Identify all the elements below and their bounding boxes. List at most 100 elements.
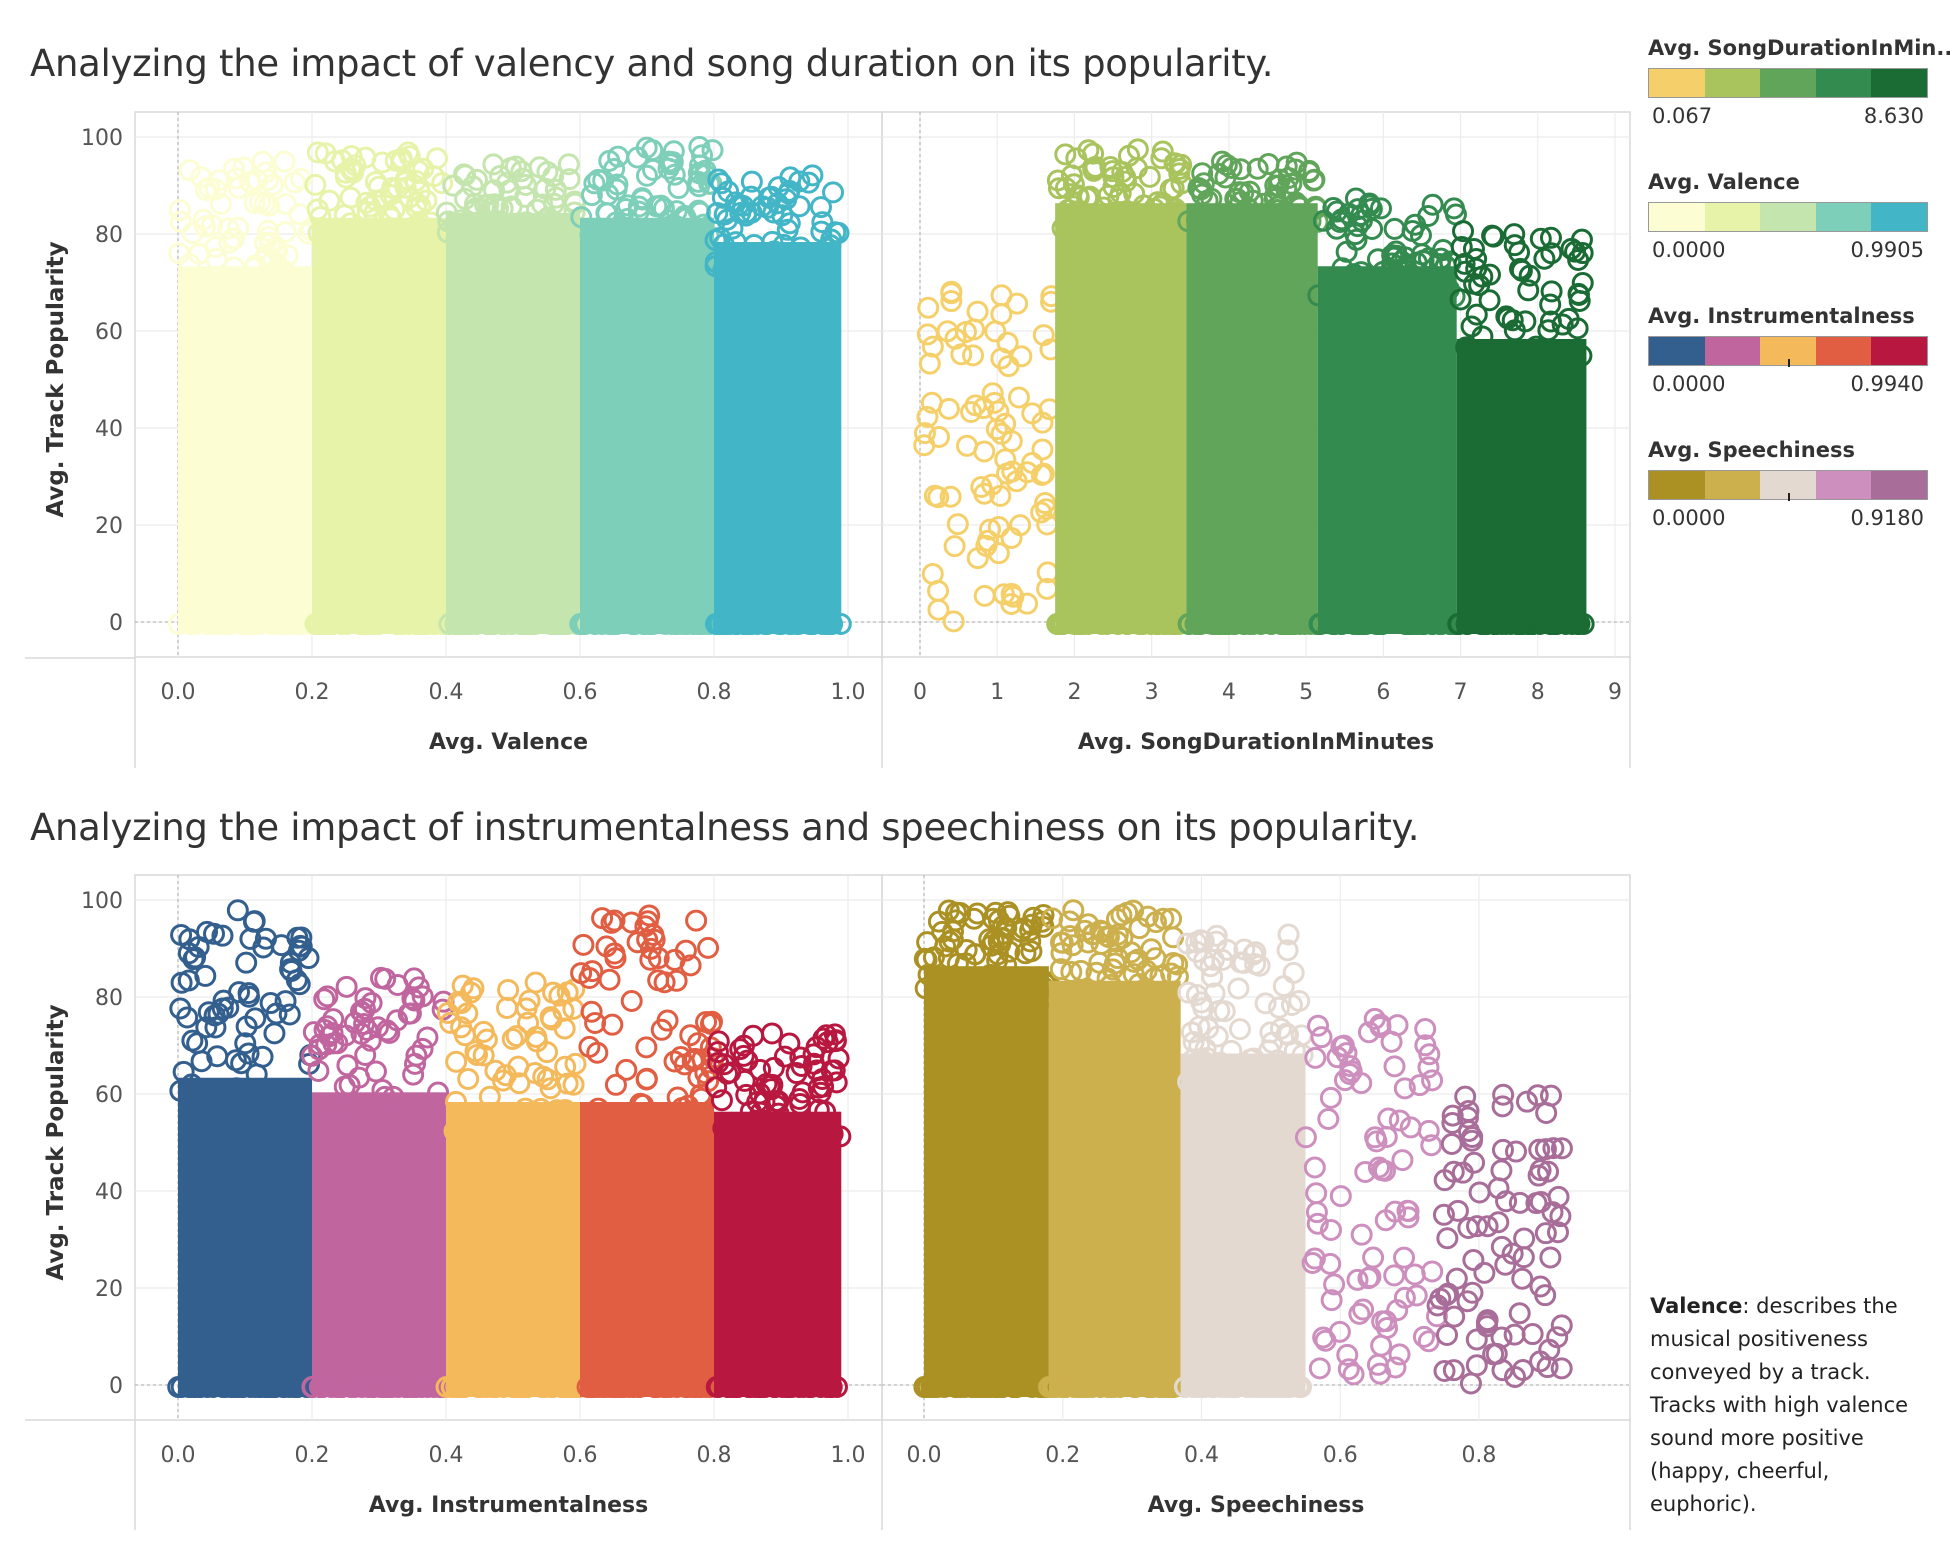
legend-swatch <box>1760 471 1816 499</box>
data-point <box>597 183 620 206</box>
legend-speechiness[interactable]: Avg. Speechiness 0.0000 0.9180 <box>1648 438 1928 530</box>
data-point <box>1448 613 1471 635</box>
data-point <box>634 915 657 938</box>
data-point <box>1107 613 1130 635</box>
data-point <box>1306 1212 1329 1235</box>
legend-valence[interactable]: Avg. Valence 0.0000 0.9905 <box>1648 170 1928 262</box>
data-point <box>513 1376 536 1398</box>
x-tick-label: 1.0 <box>831 680 866 705</box>
data-point <box>687 162 710 185</box>
data-point <box>603 613 626 635</box>
data-point <box>1564 240 1587 263</box>
data-point <box>465 613 488 635</box>
data-point <box>1473 1261 1496 1284</box>
data-point <box>1254 992 1277 1015</box>
data-point <box>227 216 250 239</box>
data-point <box>1432 1203 1455 1226</box>
data-point <box>934 935 957 958</box>
data-point <box>635 164 658 187</box>
data-point <box>474 194 497 217</box>
data-point <box>410 1376 433 1398</box>
data-point <box>1383 1264 1406 1287</box>
data-point <box>792 1376 815 1398</box>
data-point <box>966 300 989 323</box>
data-point <box>987 516 1010 539</box>
legend-duration[interactable]: Avg. SongDurationInMin.. 0.067 8.630 <box>1648 36 1950 128</box>
data-point <box>235 1015 258 1038</box>
data-point <box>1277 613 1300 635</box>
legend-swatch <box>1760 203 1816 231</box>
data-point <box>1539 226 1562 249</box>
data-point <box>1151 140 1174 163</box>
data-point <box>1267 221 1290 244</box>
data-point <box>1417 1056 1440 1079</box>
data-point <box>1354 1160 1377 1183</box>
data-point <box>405 613 428 635</box>
data-point <box>272 1376 295 1398</box>
data-point <box>227 176 250 199</box>
data-point <box>449 613 472 635</box>
data-point <box>708 613 731 635</box>
data-point <box>1278 220 1301 243</box>
legend-instrumentalness[interactable]: Avg. Instrumentalness 0.0000 0.9940 <box>1648 304 1928 396</box>
data-point <box>500 195 523 218</box>
data-point <box>1162 952 1185 975</box>
data-point <box>628 1376 651 1398</box>
data-point <box>314 142 337 165</box>
data-point <box>1218 613 1241 635</box>
data-point <box>725 257 748 280</box>
data-point <box>1525 335 1548 358</box>
data-point <box>789 236 812 259</box>
data-point <box>1090 613 1113 635</box>
data-point <box>1317 1107 1340 1130</box>
data-point <box>232 156 255 179</box>
data-point <box>1319 1252 1342 1275</box>
data-point <box>1139 613 1162 635</box>
data-point <box>178 928 201 951</box>
data-point <box>788 195 811 218</box>
dense-point-cloud <box>1186 203 1318 634</box>
data-point <box>1246 157 1269 180</box>
data-point <box>1491 1138 1514 1161</box>
data-point <box>558 168 581 191</box>
data-point <box>308 1033 331 1056</box>
data-point <box>336 613 359 635</box>
data-point <box>755 1072 778 1095</box>
data-point <box>973 584 996 607</box>
data-point <box>1225 1376 1248 1398</box>
data-point <box>984 901 1007 924</box>
data-point <box>776 218 799 241</box>
data-point <box>1511 1267 1534 1290</box>
data-point <box>1539 613 1562 635</box>
data-point <box>1504 1365 1527 1388</box>
data-point <box>1067 200 1090 223</box>
data-point <box>1253 192 1276 215</box>
data-point <box>556 613 579 635</box>
data-point <box>1177 210 1200 233</box>
data-point <box>1099 991 1122 1014</box>
data-point <box>1272 1376 1295 1398</box>
data-point <box>914 977 937 1000</box>
dense-point-cloud <box>178 1077 312 1397</box>
legend-min: 0.0000 <box>1652 372 1726 396</box>
data-point <box>1383 246 1406 269</box>
data-point <box>986 949 1009 972</box>
data-point <box>1508 1302 1531 1325</box>
x-tick-label: 0.2 <box>1045 1443 1080 1468</box>
data-point <box>1084 155 1107 178</box>
data-point <box>584 1011 607 1034</box>
data-point <box>329 1376 352 1398</box>
data-point <box>1277 166 1300 189</box>
data-point <box>386 974 409 997</box>
note-term: Valence <box>1650 1294 1743 1318</box>
data-point <box>1454 1085 1477 1108</box>
data-point <box>1350 1223 1373 1246</box>
data-point <box>168 199 191 222</box>
data-point <box>977 1376 1000 1398</box>
data-point <box>239 1094 262 1117</box>
dense-point-cloud <box>1317 266 1457 634</box>
data-point <box>1490 1159 1513 1182</box>
data-point <box>495 996 518 1019</box>
data-point <box>416 613 439 635</box>
data-point <box>1046 169 1069 192</box>
